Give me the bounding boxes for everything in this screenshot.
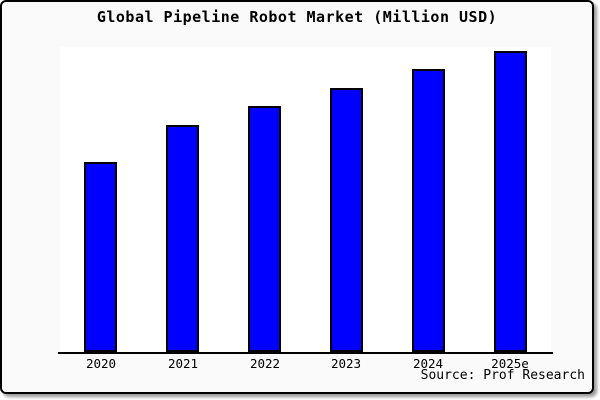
bar-2020	[84, 162, 117, 352]
bar-2023	[330, 88, 363, 352]
bar-2021	[166, 125, 199, 352]
x-tick-label-2022: 2022	[249, 356, 281, 371]
x-tick-label-2025e: 2025e	[491, 356, 529, 371]
chart-figure: Global Pipeline Robot Market (Million US…	[0, 0, 594, 394]
source-note: Source: Prof Research	[420, 368, 585, 383]
plot-area	[60, 47, 551, 352]
x-axis-line	[58, 352, 553, 354]
x-axis-tick-row: 2020 2021 2022 2023 2024 2025e	[60, 356, 551, 372]
x-tick-label-2020: 2020	[85, 356, 117, 371]
bar-2022	[248, 106, 281, 352]
chart-title: Global Pipeline Robot Market (Million US…	[96, 8, 498, 26]
x-tick-label-2024: 2024	[412, 356, 444, 371]
bar-2024	[412, 69, 445, 352]
x-tick-label-2021: 2021	[167, 356, 199, 371]
bar-2025e	[494, 51, 527, 352]
x-tick-label-2023: 2023	[330, 356, 362, 371]
